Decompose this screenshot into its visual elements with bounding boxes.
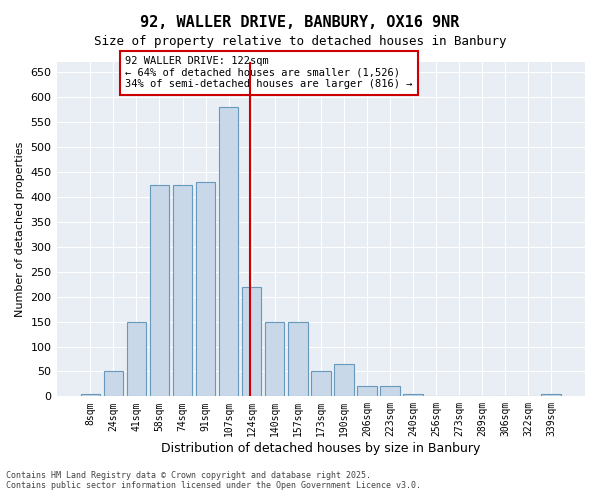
Text: 92 WALLER DRIVE: 122sqm
← 64% of detached houses are smaller (1,526)
34% of semi: 92 WALLER DRIVE: 122sqm ← 64% of detache… (125, 56, 412, 90)
Text: 92, WALLER DRIVE, BANBURY, OX16 9NR: 92, WALLER DRIVE, BANBURY, OX16 9NR (140, 15, 460, 30)
Bar (80, 394, 100, 396)
Bar (357, 386, 377, 396)
Bar (541, 394, 561, 396)
Bar (173, 184, 193, 396)
Bar (104, 372, 123, 396)
Bar (380, 386, 400, 396)
Text: Size of property relative to detached houses in Banbury: Size of property relative to detached ho… (94, 35, 506, 48)
X-axis label: Distribution of detached houses by size in Banbury: Distribution of detached houses by size … (161, 442, 481, 455)
Bar (403, 394, 423, 396)
Bar (196, 182, 215, 396)
Bar (265, 322, 284, 396)
Bar (127, 322, 146, 396)
Y-axis label: Number of detached properties: Number of detached properties (15, 142, 25, 317)
Bar (334, 364, 353, 396)
Bar (242, 286, 262, 397)
Bar (311, 372, 331, 396)
Bar (219, 108, 238, 397)
Bar (288, 322, 308, 396)
Bar (149, 184, 169, 396)
Text: Contains HM Land Registry data © Crown copyright and database right 2025.
Contai: Contains HM Land Registry data © Crown c… (6, 470, 421, 490)
